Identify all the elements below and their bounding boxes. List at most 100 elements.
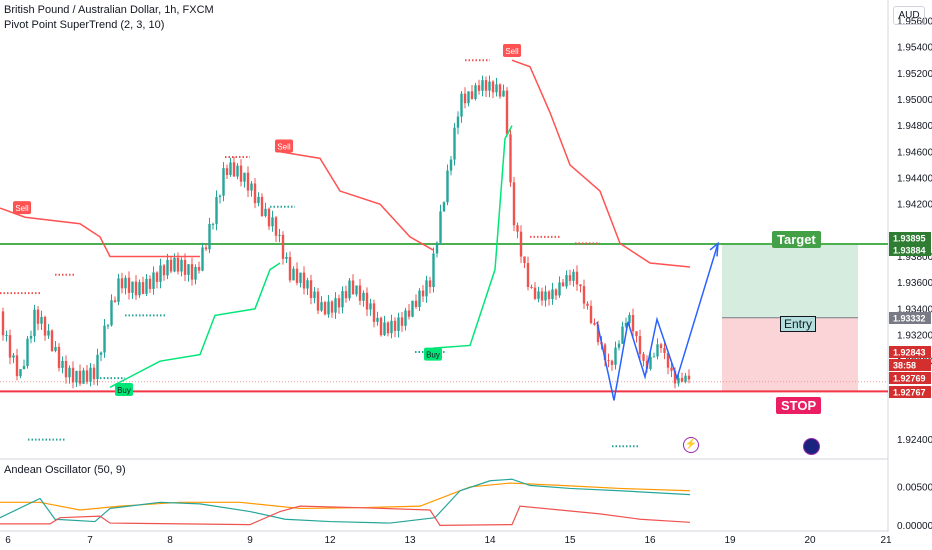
price-tick: 1.93200 [897, 330, 932, 341]
price-badge-bg [889, 346, 931, 358]
price-badge-text: 1.93895 [893, 234, 926, 244]
currency-badge[interactable]: AUD [893, 6, 925, 25]
candle-body [376, 317, 379, 322]
price-badge-text: 1.92843 [893, 348, 926, 358]
candle-body [596, 324, 600, 343]
candle-body [561, 282, 565, 287]
indicator-legend[interactable]: Pivot Point SuperTrend (2, 3, 10) [4, 19, 165, 31]
candle-body [313, 291, 316, 299]
candle-body [281, 234, 285, 259]
candle-body [673, 370, 677, 384]
price-badge-bg [889, 312, 931, 324]
candle-body [526, 263, 530, 287]
candle-body [61, 360, 64, 368]
candle-body [334, 298, 337, 313]
candle-body [257, 196, 260, 204]
marker-text: Sell [15, 204, 29, 213]
candle-body [218, 195, 222, 197]
flag-icon[interactable] [803, 438, 820, 455]
candle-body [488, 81, 491, 91]
candle-body [386, 322, 390, 334]
time-tick-label: 14 [484, 535, 496, 546]
candle-body [215, 196, 218, 224]
price-tick-label: 1.93400 [897, 304, 932, 315]
candle-body [327, 301, 330, 315]
candle-body [1, 311, 5, 336]
candle-body [432, 253, 435, 287]
price-tick: 1.94400 [897, 173, 932, 184]
flash-icon[interactable]: ⚡ [683, 437, 699, 453]
price-badge: 1.93895 [889, 232, 931, 244]
candle-body [295, 268, 299, 283]
time-tick-label: 13 [404, 535, 416, 546]
candle-body [138, 282, 141, 296]
target-label: Target [772, 231, 821, 248]
candle-body [383, 322, 386, 336]
supertrend-up-line [109, 262, 281, 389]
candle-body [22, 365, 26, 370]
candle-body [446, 170, 449, 203]
candle-body [519, 231, 523, 257]
candle-body [635, 331, 638, 337]
price-badge-bg [889, 372, 931, 384]
candle-body [330, 301, 334, 313]
oscillator-legend[interactable]: Andean Oscillator (50, 9) [4, 464, 126, 476]
candle-body [484, 80, 488, 91]
candle-body [474, 85, 477, 99]
marker-box [275, 139, 293, 153]
candle-body [103, 325, 106, 353]
candle-body [411, 300, 414, 317]
price-tick: 1.95600 [897, 16, 932, 27]
candle-body [341, 291, 344, 308]
candle-body [614, 347, 617, 365]
sell-marker: Sell [503, 44, 521, 58]
candle-body [638, 336, 642, 355]
time-tick-label: 7 [87, 535, 93, 546]
candle-body [152, 272, 155, 289]
price-badge: 1.93332 [889, 312, 931, 324]
candle-body [320, 302, 323, 311]
candle-body [470, 91, 474, 99]
candle-body [267, 208, 271, 227]
candle-body [89, 367, 92, 382]
candle-body [467, 91, 470, 104]
candle-body [68, 367, 71, 378]
candle-body [652, 356, 656, 358]
candle-body [194, 266, 197, 280]
candle-body [355, 285, 358, 295]
symbol-legend[interactable]: British Pound / Australian Dollar, 1h, F… [4, 4, 214, 16]
candle-body [610, 360, 614, 365]
candle-body [428, 280, 432, 287]
supertrend-down-line [0, 207, 200, 258]
candle-body [379, 317, 383, 336]
candle-body [621, 326, 624, 344]
candle-body [75, 370, 78, 383]
candle-body [225, 168, 229, 175]
candle-body [684, 375, 687, 382]
candle-body [502, 90, 505, 97]
price-tick: 1.95000 [897, 95, 932, 106]
supertrend-up-line [432, 125, 513, 349]
candle-body [586, 303, 589, 306]
price-badge-text: 1.93884 [893, 246, 926, 256]
candle-body [36, 309, 40, 324]
candle-body [547, 291, 551, 300]
candle-body [278, 234, 281, 236]
price-tick: 1.93800 [897, 252, 932, 263]
candle-body [477, 85, 481, 91]
candle-body [565, 275, 568, 287]
price-badge-text: 1.93332 [893, 314, 926, 324]
candle-body [54, 346, 57, 351]
candle-body [92, 367, 96, 380]
time-tick-label: 16 [644, 535, 656, 546]
candle-body [204, 247, 208, 250]
time-tick-label: 21 [880, 535, 892, 546]
candle-body [607, 360, 610, 362]
candle-body [572, 271, 575, 281]
candle-body [180, 259, 183, 272]
candle-body [187, 264, 190, 275]
candle-body [351, 280, 355, 295]
candle-body [337, 298, 341, 308]
time-tick-label: 19 [724, 535, 736, 546]
